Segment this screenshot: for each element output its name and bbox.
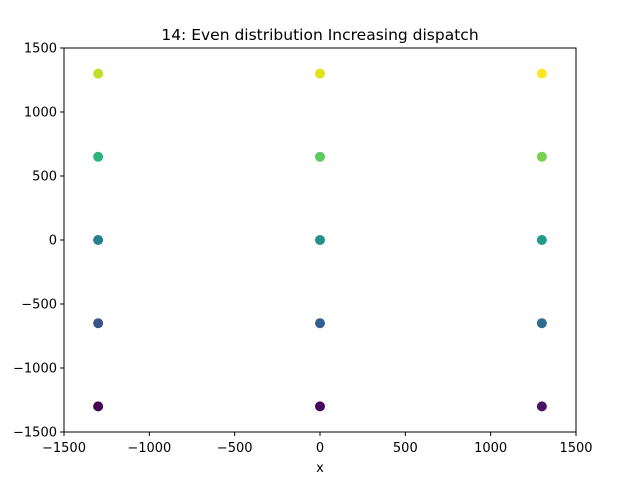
data-points <box>93 68 547 412</box>
x-axis-label: x <box>316 461 324 476</box>
scatter-point <box>536 151 547 162</box>
scatter-point <box>93 151 104 162</box>
scatter-point <box>315 68 325 79</box>
scatter-point <box>315 401 325 412</box>
y-axis: −1500 −1000 −500 0 500 1000 1500 <box>13 42 64 441</box>
x-axis: −1500 −1000 −500 0 500 1000 1500 <box>42 432 593 456</box>
y-tick-label: −1500 <box>13 426 57 441</box>
x-tick-label: −1000 <box>127 441 171 456</box>
y-tick-label: −500 <box>21 298 57 313</box>
scatter-point <box>315 318 325 329</box>
y-tick-label: 1000 <box>24 106 57 121</box>
scatter-point <box>93 235 104 245</box>
scatter-point <box>536 68 547 79</box>
scatter-point <box>536 235 547 245</box>
x-tick-label: 1000 <box>474 441 507 456</box>
x-tick-label: 1500 <box>559 441 592 456</box>
x-tick-label: −1500 <box>42 441 86 456</box>
scatter-point <box>93 401 104 412</box>
y-tick-label: 500 <box>32 170 57 185</box>
scatter-point <box>93 318 104 329</box>
y-tick-label: 0 <box>49 234 57 249</box>
x-tick-label: −500 <box>217 441 253 456</box>
y-tick-label: −1000 <box>13 362 57 377</box>
scatter-point <box>536 318 547 329</box>
x-tick-label: 0 <box>316 441 324 456</box>
scatter-point <box>93 68 104 79</box>
chart-title: 14: Even distribution Increasing dispatc… <box>161 26 478 44</box>
y-tick-label: 1500 <box>24 42 57 57</box>
scatter-point <box>315 235 325 245</box>
scatter-point <box>536 401 547 412</box>
x-tick-label: 500 <box>393 441 418 456</box>
scatter-point <box>315 151 325 162</box>
